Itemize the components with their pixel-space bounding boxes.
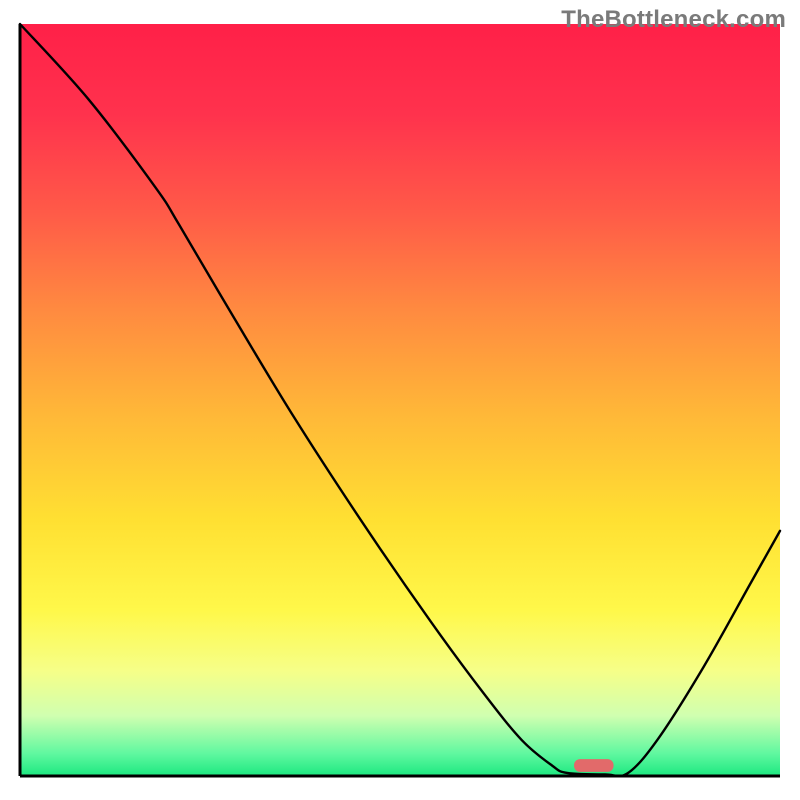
optimal-marker [574, 759, 614, 772]
watermark-text: TheBottleneck.com [561, 6, 786, 34]
gradient-background [20, 24, 780, 776]
chart-svg [0, 0, 800, 800]
bottleneck-chart: TheBottleneck.com [0, 0, 800, 800]
